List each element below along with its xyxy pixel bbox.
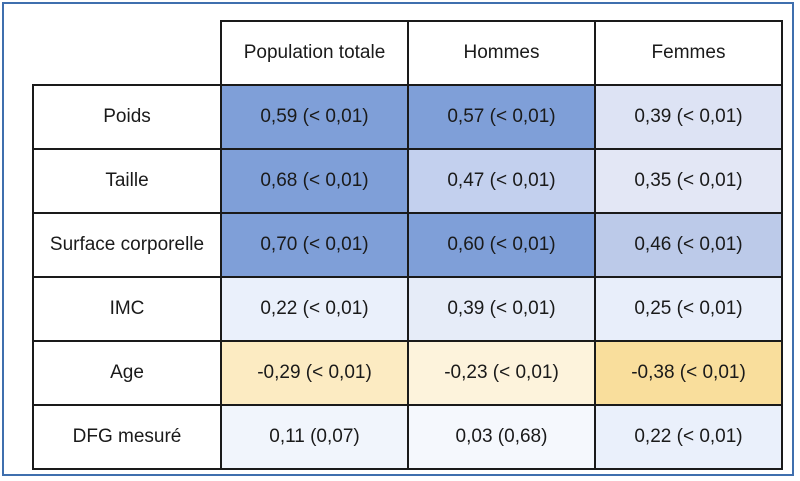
table-row: Age -0,29 (< 0,01) -0,23 (< 0,01) -0,38 (< … [32, 340, 783, 406]
header-hommes: Hommes [407, 20, 596, 86]
correlation-table: Population totale Hommes Femmes Poids 0,5… [32, 20, 783, 470]
row-label: Age [32, 340, 222, 406]
table-row: Poids 0,59 (< 0,01) 0,57 (< 0,01) 0,39 (< 0… [32, 84, 783, 150]
value-cell: 0,59 (< 0,01) [220, 84, 409, 150]
value-cell: 0,47 (< 0,01) [407, 148, 596, 214]
value-cell: -0,29 (< 0,01) [220, 340, 409, 406]
row-label: DFG mesuré [32, 404, 222, 470]
value-cell: 0,60 (< 0,01) [407, 212, 596, 278]
table-row: IMC 0,22 (< 0,01) 0,39 (< 0,01) 0,25 (< 0,0… [32, 276, 783, 342]
row-label: IMC [32, 276, 222, 342]
value-cell: 0,68 (< 0,01) [220, 148, 409, 214]
corner-cell [33, 21, 222, 86]
value-cell: -0,38 (< 0,01) [594, 340, 783, 406]
value-cell: -0,23 (< 0,01) [407, 340, 596, 406]
value-cell: 0,11 (0,07) [220, 404, 409, 470]
table-row: Taille 0,68 (< 0,01) 0,47 (< 0,01) 0,35 (< … [32, 148, 783, 214]
value-cell: 0,03 (0,68) [407, 404, 596, 470]
value-cell: 0,57 (< 0,01) [407, 84, 596, 150]
value-cell: 0,22 (< 0,01) [220, 276, 409, 342]
value-cell: 0,70 (< 0,01) [220, 212, 409, 278]
header-femmes: Femmes [594, 20, 783, 86]
table-row: Surface corporelle 0,70 (< 0,01) 0,60 (< 0… [32, 212, 783, 278]
value-cell: 0,46 (< 0,01) [594, 212, 783, 278]
value-cell: 0,39 (< 0,01) [594, 84, 783, 150]
value-cell: 0,22 (< 0,01) [594, 404, 783, 470]
value-cell: 0,39 (< 0,01) [407, 276, 596, 342]
value-cell: 0,35 (< 0,01) [594, 148, 783, 214]
value-cell: 0,25 (< 0,01) [594, 276, 783, 342]
header-row: Population totale Hommes Femmes [33, 20, 783, 86]
row-label: Poids [32, 84, 222, 150]
header-population-totale: Population totale [220, 20, 409, 86]
row-label: Taille [32, 148, 222, 214]
table-row: DFG mesuré 0,11 (0,07) 0,03 (0,68) 0,22 (< … [32, 404, 783, 470]
row-label: Surface corporelle [32, 212, 222, 278]
figure-frame: Population totale Hommes Femmes Poids 0,5… [2, 2, 794, 476]
